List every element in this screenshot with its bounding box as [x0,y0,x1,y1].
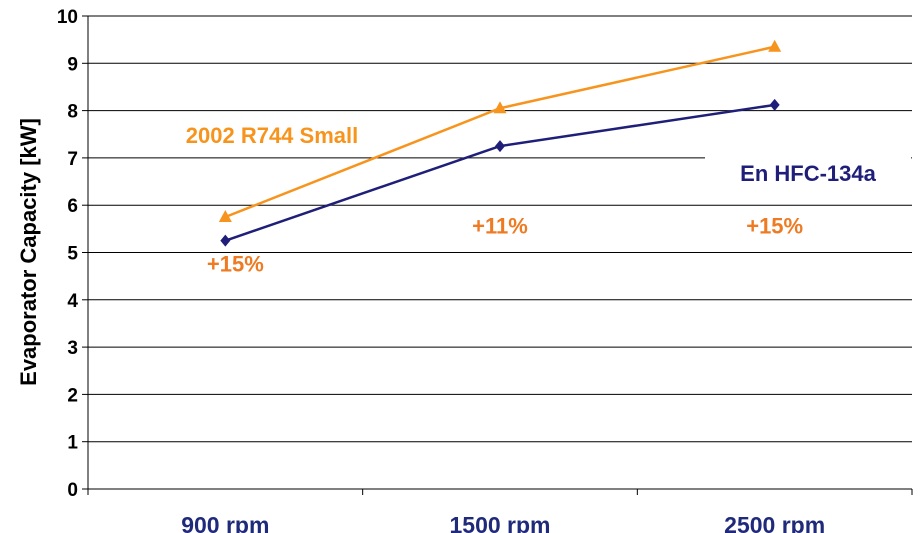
y-tick-label-0: 0 [67,480,78,501]
y-tick-label-3: 3 [67,338,78,359]
annotation-1: +11% [472,214,528,239]
y-tick-label-7: 7 [67,149,78,170]
series-label-1: En HFC-134a [740,161,876,186]
y-tick-label-2: 2 [67,385,78,406]
annotation-2: +15% [746,214,803,239]
marker-diamond-1-0 [220,234,231,247]
y-tick-label-6: 6 [67,196,78,217]
y-tick-label-9: 9 [67,54,78,75]
y-axis-label: Evaporator Capacity [kW] [16,118,41,386]
series-label-0: 2002 R744 Small [186,123,358,148]
series-label-bg-1 [705,155,911,191]
marker-triangle-0-1 [493,101,507,114]
axes [82,15,913,495]
marker-triangle-0-0 [218,210,232,223]
x-tick-label-1: 1500 rpm [449,512,550,533]
y-tick-label-4: 4 [67,291,78,312]
marker-triangle-0-2 [768,39,782,52]
y-tick-labels: 0 1 2 3 4 5 6 7 8 9 10 [57,7,79,501]
grid-lines [88,15,912,443]
annotations: +15% +11% +15% [207,214,803,277]
series-labels: 2002 R744 Small En HFC-134a [186,123,911,191]
y-tick-label-8: 8 [67,102,78,123]
data-series [218,39,782,247]
y-tick-label-10: 10 [57,7,78,28]
annotation-0: +15% [207,251,264,276]
y-tick-label-1: 1 [67,433,78,454]
y-tick-label-5: 5 [67,244,78,265]
marker-diamond-1-1 [495,140,505,153]
x-tick-labels: 900 rpm 1500 rpm 2500 rpm [181,512,825,533]
x-tick-label-0: 900 rpm [181,512,269,533]
x-tick-label-2: 2500 rpm [724,512,825,533]
marker-diamond-1-2 [769,98,780,111]
